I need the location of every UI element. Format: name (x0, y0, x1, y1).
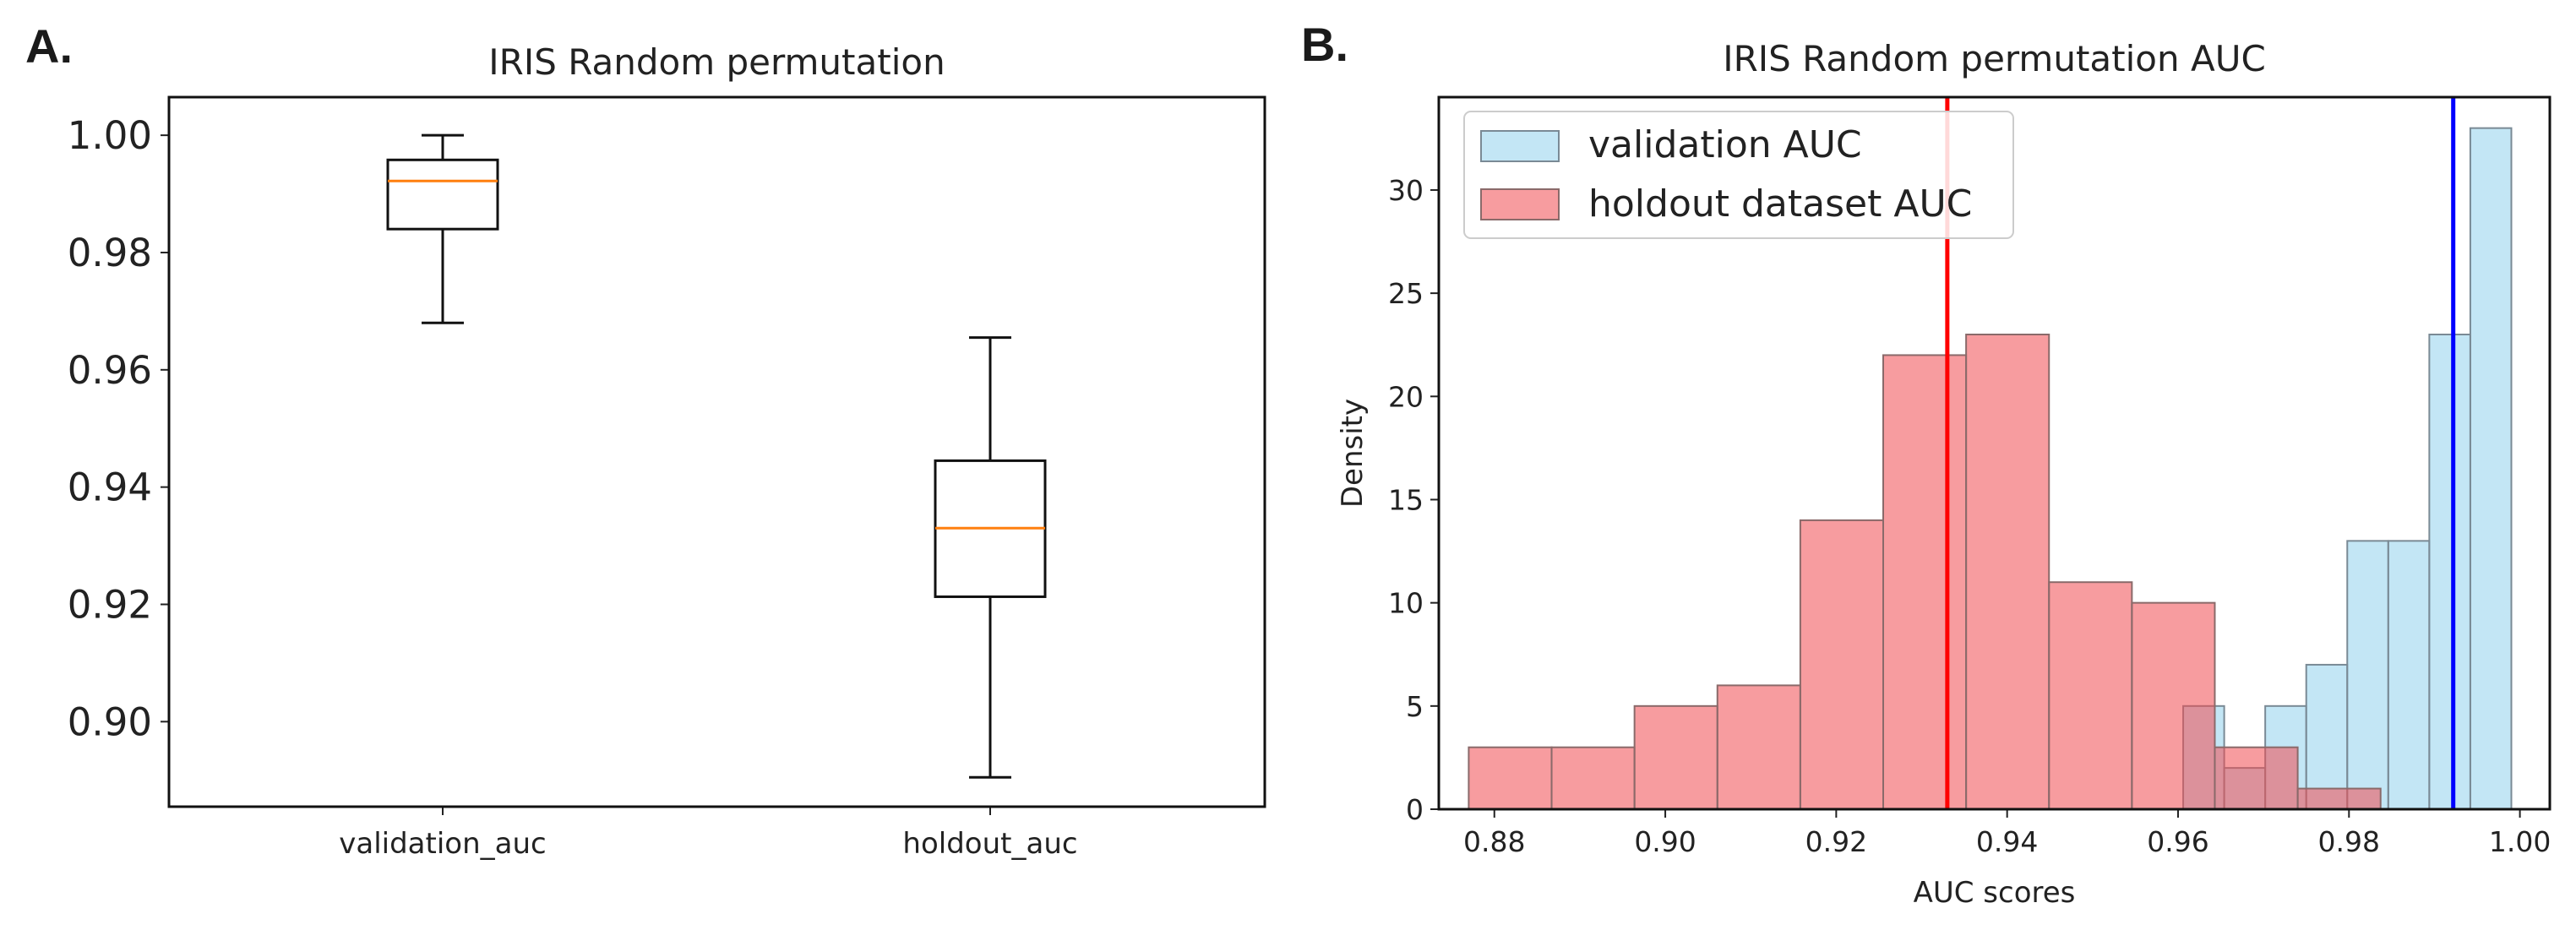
holdout-bar (1468, 746, 1553, 811)
y-tick-label: 1.00 (68, 113, 152, 158)
y-axis-label: Density (1336, 399, 1370, 508)
plot-frame (1437, 95, 2551, 811)
iqr-box (386, 158, 499, 231)
panel-a-label: A. (25, 19, 73, 73)
y-tick-label: 0.92 (68, 582, 152, 627)
y-tick-label: 0.90 (68, 699, 152, 744)
y-tick-label: 30 (1388, 174, 1424, 207)
holdout-bar (2131, 601, 2216, 810)
validation-bar (2469, 127, 2513, 811)
holdout-bar (1716, 684, 1801, 810)
validation-bar (2387, 540, 2431, 810)
y-tick-label: 20 (1388, 380, 1424, 413)
x-tick-label: 0.96 (2147, 825, 2208, 858)
legend: validation AUC holdout dataset AUC (1463, 111, 2014, 239)
y-tick-label: 0.98 (68, 231, 152, 275)
legend-frame (1463, 111, 2014, 239)
y-tick-label: 5 (1406, 690, 1424, 723)
x-tick-label: 1.00 (2489, 825, 2551, 858)
histogram-panel: IRIS Random permutation AUC 0 5 10 15 20 25 30 0… (1336, 38, 2551, 910)
holdout-bar (1965, 334, 2050, 810)
box-validation_auc (386, 133, 499, 324)
box-holdout_auc (934, 336, 1047, 779)
holdout-bar (1799, 519, 1885, 810)
x-tick-label: holdout_auc (902, 827, 1077, 861)
legend-swatch-validation (1480, 130, 1560, 162)
series-holdout-auc (1468, 334, 2382, 811)
validation-bar (2346, 540, 2389, 810)
x-tick-label: 0.98 (2318, 825, 2380, 858)
legend-label-validation: validation AUC (1588, 123, 1862, 166)
x-tick-label: 0.92 (1805, 825, 1867, 858)
holdout-bar (2048, 581, 2133, 811)
x-tick-label: 0.90 (1634, 825, 1696, 858)
series-validation-auc (2182, 127, 2513, 811)
y-tick-label: 15 (1388, 483, 1424, 516)
holdout-bar (2296, 787, 2382, 811)
holdout-bar (1882, 354, 1968, 811)
y-tick-label: 0.94 (68, 465, 152, 510)
chart-title: IRIS Random permutation AUC (1723, 38, 2266, 79)
y-tick-label: 25 (1388, 277, 1424, 310)
x-axis-label: AUC scores (1914, 876, 2076, 910)
legend-label-holdout: holdout dataset AUC (1588, 182, 1972, 226)
y-tick-label: 10 (1388, 587, 1424, 620)
holdout-bar (2214, 746, 2299, 811)
x-tick-label: 0.88 (1463, 825, 1525, 858)
holdout-bar (1550, 746, 1636, 811)
x-tick-label: 0.94 (1976, 825, 2038, 858)
boxplot-panel: IRIS Random permutation 0.90 0.92 0.94 0.96 0… (68, 41, 1266, 861)
plot-frame (167, 95, 1266, 808)
holdout-bar (1633, 704, 1718, 811)
validation-bar (2428, 334, 2471, 810)
panel-b-label: B. (1301, 18, 1348, 71)
y-tick-label: 0.96 (68, 348, 152, 393)
legend-swatch-holdout (1480, 188, 1560, 220)
validation-bar (2305, 663, 2349, 811)
y-tick-label: 0 (1406, 793, 1424, 826)
chart-title: IRIS Random permutation (488, 41, 945, 83)
x-tick-label: validation_auc (339, 827, 546, 861)
